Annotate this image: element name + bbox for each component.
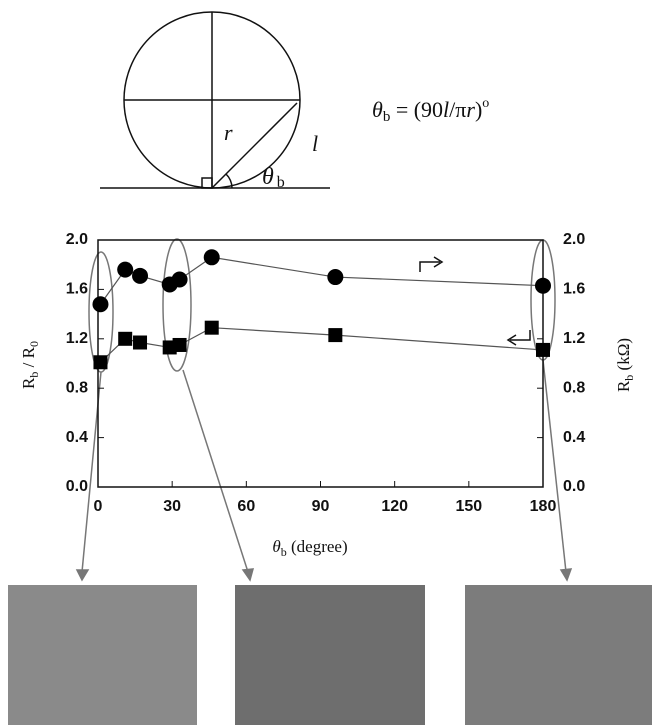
f6: ) <box>475 97 482 122</box>
y2l0: R <box>614 380 633 392</box>
yl0: R <box>19 377 38 389</box>
f2: = (90 <box>390 97 443 122</box>
x-tick-label: 150 <box>455 498 482 515</box>
pointer <box>183 370 248 572</box>
xl2: (degree) <box>287 537 348 556</box>
f0: θ <box>372 97 383 122</box>
square-marker <box>536 343 550 357</box>
square-marker <box>173 338 187 352</box>
y-tick-label: 0.8 <box>66 379 88 396</box>
arc-label: l <box>312 131 318 156</box>
circle-marker <box>132 268 148 284</box>
y-axis-label: Rb / R0 <box>19 341 41 389</box>
circle-marker <box>327 269 343 285</box>
right-angle <box>202 178 212 188</box>
x-tick-label: 120 <box>381 498 408 515</box>
x-axis-label: θb (degree) <box>272 537 347 559</box>
f7: o <box>482 96 489 111</box>
y-tick-label: 2.0 <box>66 231 88 248</box>
right-arrow <box>420 262 440 272</box>
circle-marker <box>172 272 188 288</box>
photo <box>8 585 197 725</box>
circle-marker <box>117 262 133 278</box>
y2-tick-label: 1.6 <box>563 281 585 298</box>
square-marker <box>93 355 107 369</box>
x-tick-label: 90 <box>312 498 330 515</box>
y2-axis-label: Rb (kΩ) <box>614 338 636 392</box>
figure: r l θb θb = (90l/πr)o θb (degree) Rb / R… <box>0 0 652 725</box>
y-tick-label: 1.2 <box>66 330 88 347</box>
square-marker <box>133 336 147 350</box>
circle-marker <box>204 249 220 265</box>
x-tick-label: 30 <box>163 498 181 515</box>
yl3: 0 <box>27 341 41 347</box>
y2-tick-label: 0.8 <box>563 379 585 396</box>
square-marker <box>118 332 132 346</box>
f1: b <box>383 109 391 125</box>
square-marker <box>328 328 342 342</box>
annotations <box>77 239 571 580</box>
y2l2: (kΩ) <box>614 338 633 375</box>
photo <box>465 585 652 725</box>
angle-sub: b <box>277 174 285 191</box>
y-tick-label: 0.0 <box>66 478 88 495</box>
radius-label: r <box>224 120 233 145</box>
y2-tick-label: 1.2 <box>563 330 585 347</box>
angle-symbol: θ <box>262 164 274 190</box>
x-tick-label: 60 <box>237 498 255 515</box>
y-tick-label: 0.4 <box>66 429 88 446</box>
xl0: θ <box>272 537 280 556</box>
y2-tick-label: 0.0 <box>563 478 585 495</box>
photo <box>235 585 425 725</box>
f4: /π <box>449 97 466 122</box>
diagram <box>100 12 330 188</box>
pointer-heads <box>77 569 571 580</box>
x-tick-label: 180 <box>530 498 557 515</box>
y2-tick-label: 2.0 <box>563 231 585 248</box>
yl2: / R <box>19 346 38 371</box>
left-arrow <box>510 330 530 340</box>
x-tick-label: 0 <box>94 498 103 515</box>
circle-marker <box>92 296 108 312</box>
formula: θb = (90l/πr)o <box>372 96 489 125</box>
circle-marker <box>535 278 551 294</box>
square-marker <box>205 321 219 335</box>
axis-arrows <box>420 257 530 345</box>
y-tick-label: 1.6 <box>66 281 88 298</box>
y2-tick-label: 0.4 <box>563 429 585 446</box>
